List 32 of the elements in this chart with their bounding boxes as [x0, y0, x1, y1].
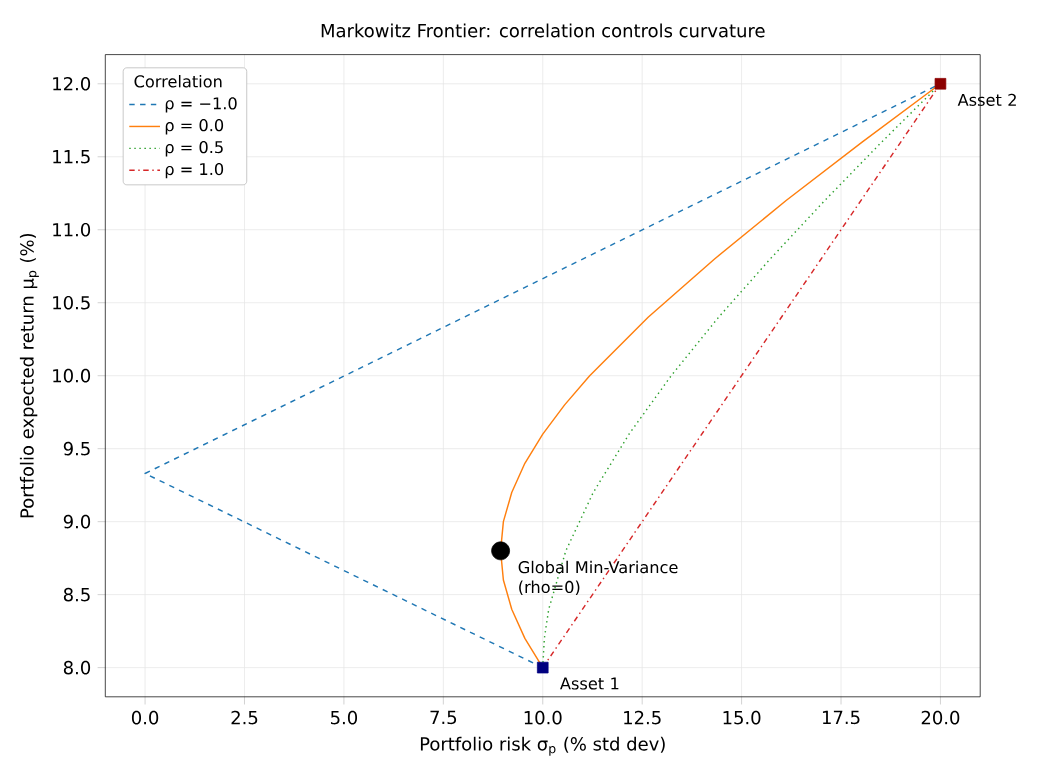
legend-label: ρ = 0.5 — [165, 141, 223, 157]
x-tick-label: 0.0 — [131, 710, 159, 725]
legend-label: ρ = 1.0 — [165, 162, 224, 179]
y-tick-label: 9.5 — [63, 441, 90, 456]
x-axis-title: Portfolio risk σ$_{p}$ (% std dev) — [420, 736, 665, 756]
annotation: Asset 2 — [957, 93, 1016, 106]
annotation: Asset 1 — [560, 677, 619, 690]
x-tick-label: 12.5 — [624, 710, 661, 725]
x-tick-label: 10.0 — [524, 710, 562, 725]
x-tick-label: 15.0 — [723, 710, 761, 725]
x-tick-label: 7.5 — [430, 710, 457, 725]
y-tick-label: 11.0 — [53, 222, 91, 237]
y-tick-label: 10.5 — [53, 295, 90, 310]
y-tick-label: 8.5 — [63, 587, 90, 602]
y-tick-label: 11.5 — [53, 150, 90, 164]
y-tick-label: 10.0 — [53, 368, 91, 383]
point — [491, 541, 510, 561]
legend-label: ρ = −1.0 — [165, 97, 237, 113]
x-tick-label: 20.0 — [921, 710, 960, 725]
y-tick-label: 9.0 — [63, 514, 91, 529]
y-tick-label: 8.0 — [63, 660, 91, 675]
x-tick-label: 17.5 — [822, 710, 860, 725]
legend-label: ρ = 0.0 — [165, 119, 224, 135]
point — [537, 661, 549, 674]
y-axis-title: Portfolio expected return μ$_{p}$ (%) — [19, 233, 39, 518]
y-tick-label: 12.0 — [53, 76, 91, 91]
annotation: Global Min-Variance (rho=0) — [518, 560, 678, 596]
x-tick-label: 5.0 — [330, 710, 358, 725]
point — [934, 78, 947, 90]
chart-title: Markowitz Frontier: correlation controls curvature — [321, 23, 765, 38]
x-tick-label: 2.5 — [231, 710, 258, 725]
legend-title: Correlation — [134, 75, 222, 88]
